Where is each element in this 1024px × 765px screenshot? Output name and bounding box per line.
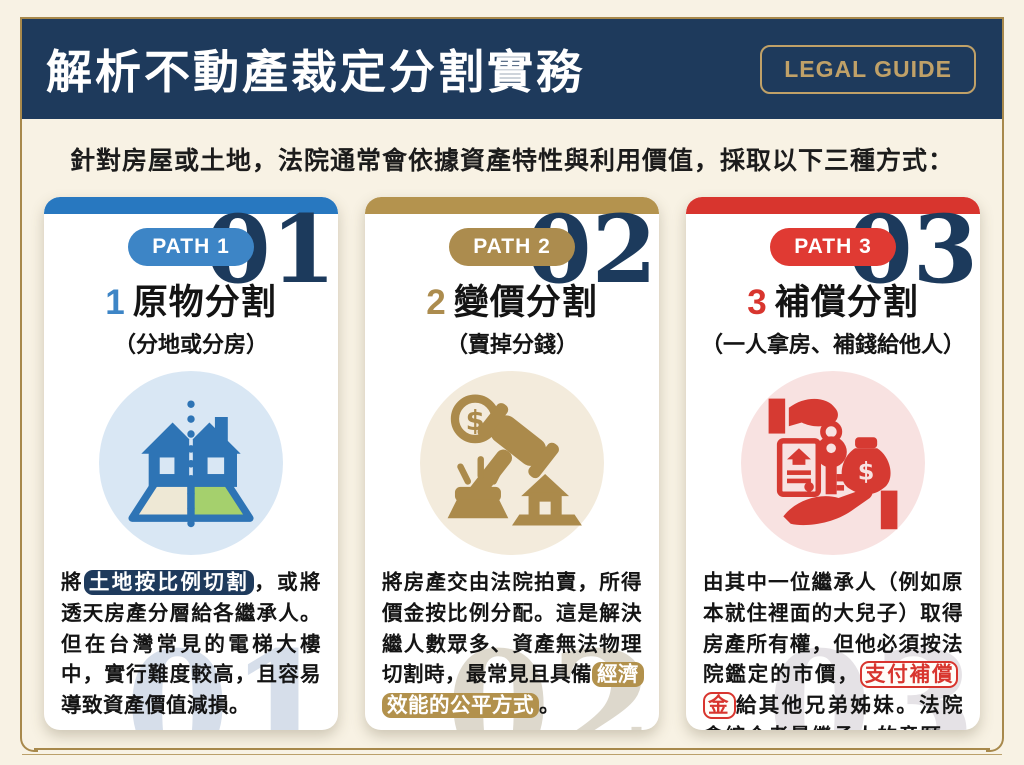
card-original-division: 01 PATH 1 1 原物分割 （分地或分房） 將土地按比例切割 ，或將透天房 [44,197,338,730]
split-house-icon [99,371,283,555]
body-text-segment: 將 [61,571,84,594]
cards-row: 01 PATH 1 1 原物分割 （分地或分房） 將土地按比例切割 ，或將透天房 [44,197,980,730]
card-top-bar [365,197,659,214]
card-title: 2 變價分割 [365,274,659,325]
highlighted-phrase: 土地按比例切割 [83,570,255,595]
body-text-segment: ，或將透天房產分層給各繼承人。但在台灣常見的電梯大樓中，實行難度較高，且容易導致… [61,571,322,717]
card-title-number: 2 [426,283,447,322]
path-pill: PATH 1 [128,228,254,266]
card-subtitle: （分地或分房） [113,332,268,357]
card-title: 1 原物分割 [44,274,338,325]
frame-bottom-thin-line [22,754,1002,755]
card-body-text: 由其中一位繼承人（例如原本就住裡面的大兒子）取得房產所有權，但他必須按法院鑑定的… [686,568,980,730]
card-title-number: 1 [105,283,126,322]
page-title: 解析不動產裁定分割實務 [46,45,585,99]
body-text-segment: 將房產交由法院拍賣，所得價金按比例分配。這是解決繼人數眾多、資產無法物理切割時，… [382,571,642,687]
svg-text:$: $ [858,458,875,486]
body-text-segment: 由其中一位繼承人（例如原本就住裡面的大兒子）取得房產所有權，但他必須按法院鑑定的… [703,571,963,687]
intro-text: 針對房屋或土地，法院通常會依據資產特性與利用價值，採取以下三種方式： [69,147,954,175]
card-title-text: 變價分割 [453,283,598,322]
body-text-segment: 給其他兄弟姊妹。法院會綜合考量繼承人的意願、經濟能力與資產利用現狀來判定。 [703,694,964,730]
card-title-number: 3 [747,283,768,322]
legal-guide-badge: LEGAL GUIDE [760,44,976,94]
auction-gavel-icon: $ [420,371,604,555]
card-subtitle: （賣掉分錢） [445,332,578,357]
card-compensation-division: 03 PATH 3 3 補償分割 （一人拿房、補錢給他人） [686,197,980,730]
card-body-text: 將土地按比例切割 ，或將透天房產分層給各繼承人。但在台灣常見的電梯大樓中，實行難度… [44,568,338,722]
card-top-bar [44,197,338,214]
card-title: 3 補償分割 [686,274,980,325]
card-subtitle: （一人拿房、補錢給他人） [700,332,965,357]
card-title-text: 原物分割 [132,283,277,322]
header-banner: 解析不動產裁定分割實務 LEGAL GUIDE [22,19,1002,119]
frame-corner-flourish [986,732,1004,752]
path-pill: PATH 2 [449,228,575,266]
card-title-text: 補償分割 [774,283,919,322]
frame-corner-flourish [20,732,38,752]
card-body-text: 將房產交由法院拍賣，所得價金按比例分配。這是解決繼人數眾多、資產無法物理切割時，… [365,568,659,722]
hand-key-compensation-icon: $ [741,371,925,555]
card-price-division: 02 PATH 2 2 變價分割 （賣掉分錢） $ [365,197,659,730]
watermark-number: 01 [125,619,334,730]
path-pill: PATH 3 [770,228,896,266]
card-top-bar [686,197,980,214]
card-header: PATH 2 2 變價分割 （賣掉分錢） [365,214,659,359]
frame-bottom-line [34,748,990,750]
body-text-segment: 。 [539,694,560,717]
card-header: PATH 3 3 補償分割 （一人拿房、補錢給他人） [686,214,980,359]
card-header: PATH 1 1 原物分割 （分地或分房） [44,214,338,359]
